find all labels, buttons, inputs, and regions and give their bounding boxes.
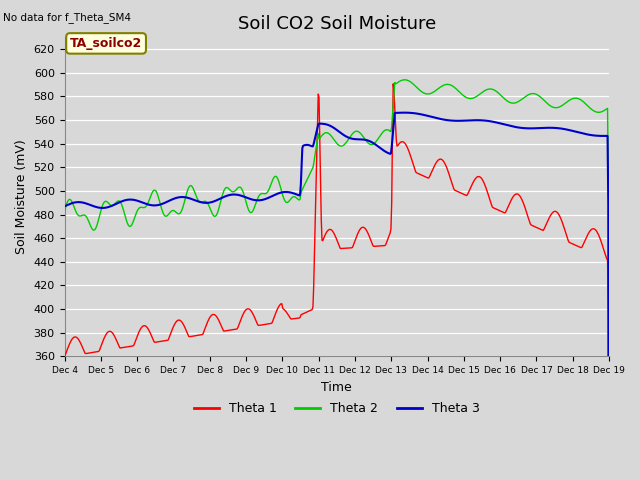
Title: Soil CO2 Soil Moisture: Soil CO2 Soil Moisture — [237, 15, 436, 33]
Y-axis label: Soil Moisture (mV): Soil Moisture (mV) — [15, 140, 28, 254]
Legend: Theta 1, Theta 2, Theta 3: Theta 1, Theta 2, Theta 3 — [189, 397, 485, 420]
X-axis label: Time: Time — [321, 381, 352, 394]
Text: TA_soilco2: TA_soilco2 — [70, 37, 142, 50]
Text: No data for f_Theta_SM4: No data for f_Theta_SM4 — [3, 12, 131, 23]
